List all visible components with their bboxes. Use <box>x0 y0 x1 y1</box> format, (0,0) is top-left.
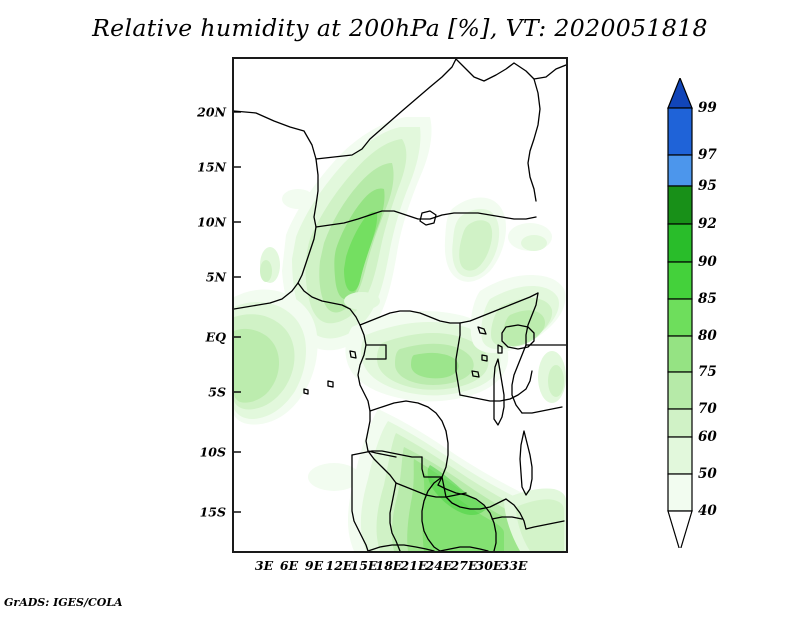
axis-tick-marks <box>234 111 241 513</box>
colorbar-label-97: 97 <box>698 147 717 163</box>
y-axis-tick-5s: 5S <box>208 384 226 400</box>
x-axis-tick-3e: 3E <box>254 558 274 573</box>
y-axis-tick-15s: 15S <box>199 504 226 520</box>
x-axis-tick-24e: 24E <box>425 558 453 573</box>
colorbar-arrow-min <box>667 510 693 554</box>
colorbar-swatches <box>667 76 693 554</box>
credit-footer: GrADS: IGES/COLA <box>4 596 123 609</box>
coastlines-and-borders <box>234 59 566 551</box>
colorbar-arrow-max <box>667 76 693 109</box>
colorbar-label-60: 60 <box>698 429 717 445</box>
colorbar-band-92 <box>667 223 693 263</box>
colorbar: 99 97 95 92 90 85 80 75 70 60 50 40 <box>662 76 782 554</box>
colorbar-band-99 <box>667 107 693 156</box>
x-axis-tick-labels: 3E 6E 9E 12E 15E 18E 21E 24E 27E 30E 33E <box>0 558 800 580</box>
colorbar-band-70 <box>667 408 693 438</box>
colorbar-label-75: 75 <box>698 364 717 380</box>
colorbar-band-75 <box>667 371 693 410</box>
colorbar-band-50 <box>667 473 693 512</box>
humidity-shading <box>234 117 566 551</box>
colorbar-label-90: 90 <box>698 254 717 270</box>
colorbar-label-80: 80 <box>698 328 717 344</box>
y-axis-tick-10n: 10N <box>197 214 226 230</box>
x-axis-tick-12e: 12E <box>325 558 353 573</box>
x-axis-tick-30e: 30E <box>475 558 503 573</box>
page-title: Relative humidity at 200hPa [%], VT: 202… <box>92 14 708 42</box>
x-axis-tick-33e: 33E <box>500 558 528 573</box>
colorbar-band-97 <box>667 154 693 187</box>
colorbar-label-99: 99 <box>698 100 717 116</box>
y-axis-tick-eq: EQ <box>205 329 226 345</box>
x-axis-tick-9e: 9E <box>304 558 324 573</box>
x-axis-tick-27e: 27E <box>450 558 478 573</box>
colorbar-label-92: 92 <box>698 216 717 232</box>
x-axis-tick-6e: 6E <box>279 558 299 573</box>
colorbar-label-95: 95 <box>698 178 717 194</box>
colorbar-band-85 <box>667 298 693 337</box>
colorbar-label-40: 40 <box>698 503 717 519</box>
colorbar-band-80 <box>667 335 693 373</box>
x-axis-tick-18e: 18E <box>375 558 403 573</box>
colorbar-label-85: 85 <box>698 291 717 307</box>
x-axis-tick-15e: 15E <box>350 558 378 573</box>
colorbar-band-60 <box>667 436 693 475</box>
map-geography <box>234 59 566 551</box>
colorbar-label-50: 50 <box>698 466 717 482</box>
y-axis-tick-20n: 20N <box>197 104 226 120</box>
colorbar-band-90 <box>667 261 693 300</box>
y-axis-tick-labels: 20N 15N 10N 5N EQ 5S 10S 15S <box>180 0 226 618</box>
colorbar-label-70: 70 <box>698 401 717 417</box>
y-axis-tick-15n: 15N <box>197 159 226 175</box>
y-axis-tick-10s: 10S <box>199 444 226 460</box>
colorbar-band-95 <box>667 185 693 225</box>
map-plot-area <box>232 57 568 553</box>
x-axis-tick-21e: 21E <box>400 558 428 573</box>
y-axis-tick-5n: 5N <box>205 269 226 285</box>
